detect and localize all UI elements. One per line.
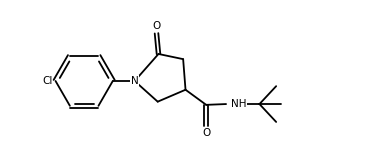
Text: NH: NH bbox=[231, 99, 246, 109]
Text: Cl: Cl bbox=[42, 76, 52, 86]
Text: O: O bbox=[202, 128, 210, 138]
Text: N: N bbox=[131, 76, 138, 86]
Text: O: O bbox=[152, 21, 161, 31]
